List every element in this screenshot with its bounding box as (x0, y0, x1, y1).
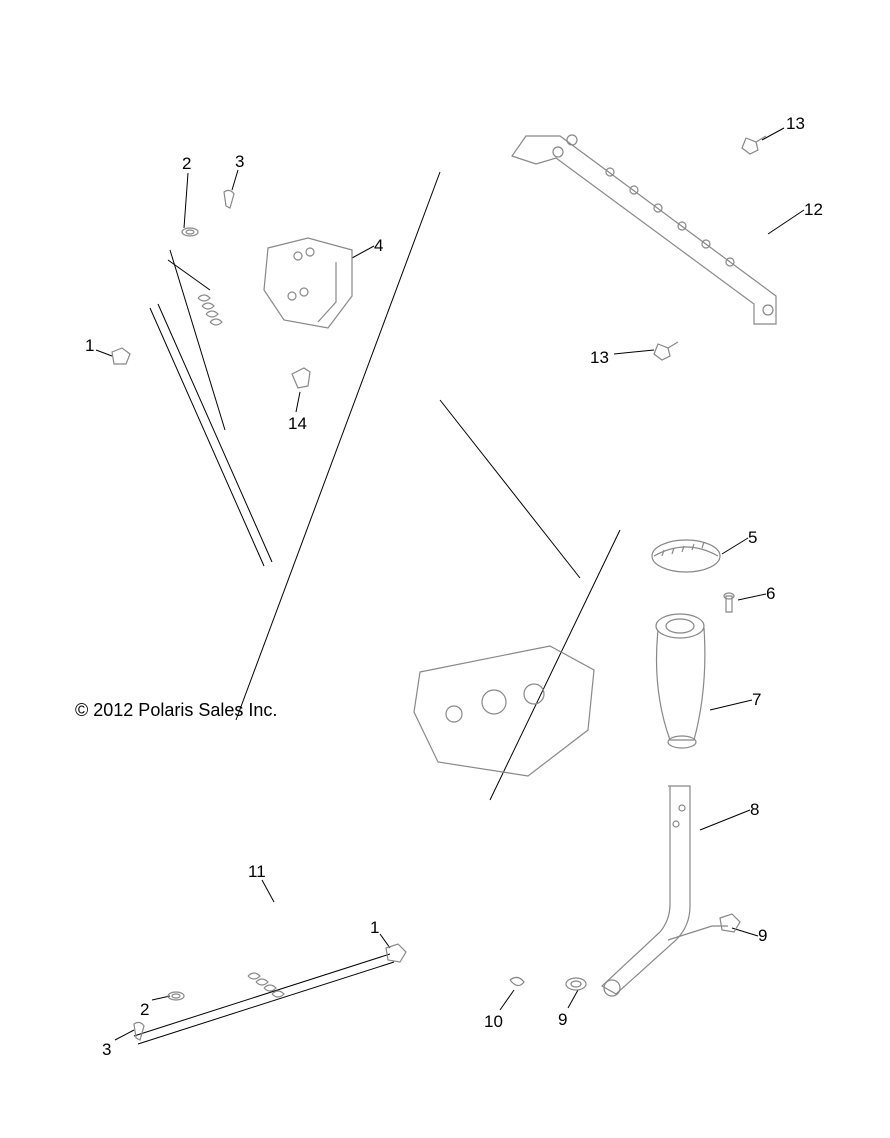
callout-9: 9 (558, 1010, 567, 1030)
callout-4: 4 (374, 236, 383, 256)
callout-2: 2 (182, 154, 191, 174)
callout-6: 6 (766, 584, 775, 604)
callout-14: 14 (288, 414, 307, 434)
callout-1: 1 (85, 336, 94, 356)
callout-8: 8 (750, 800, 759, 820)
callout-3: 3 (102, 1040, 111, 1060)
callout-1: 1 (370, 918, 379, 938)
callout-11: 11 (248, 862, 266, 882)
callout-7: 7 (752, 690, 761, 710)
callout-13: 13 (590, 348, 609, 368)
diagram-svg (0, 0, 890, 1138)
callout-3: 3 (235, 152, 244, 172)
callout-9: 9 (758, 926, 767, 946)
callout-10: 10 (484, 1012, 503, 1032)
callout-13: 13 (786, 114, 805, 134)
callout-2: 2 (140, 1000, 149, 1020)
callout-12: 12 (804, 200, 823, 220)
callout-5: 5 (748, 528, 757, 548)
copyright-text: © 2012 Polaris Sales Inc. (75, 700, 277, 721)
